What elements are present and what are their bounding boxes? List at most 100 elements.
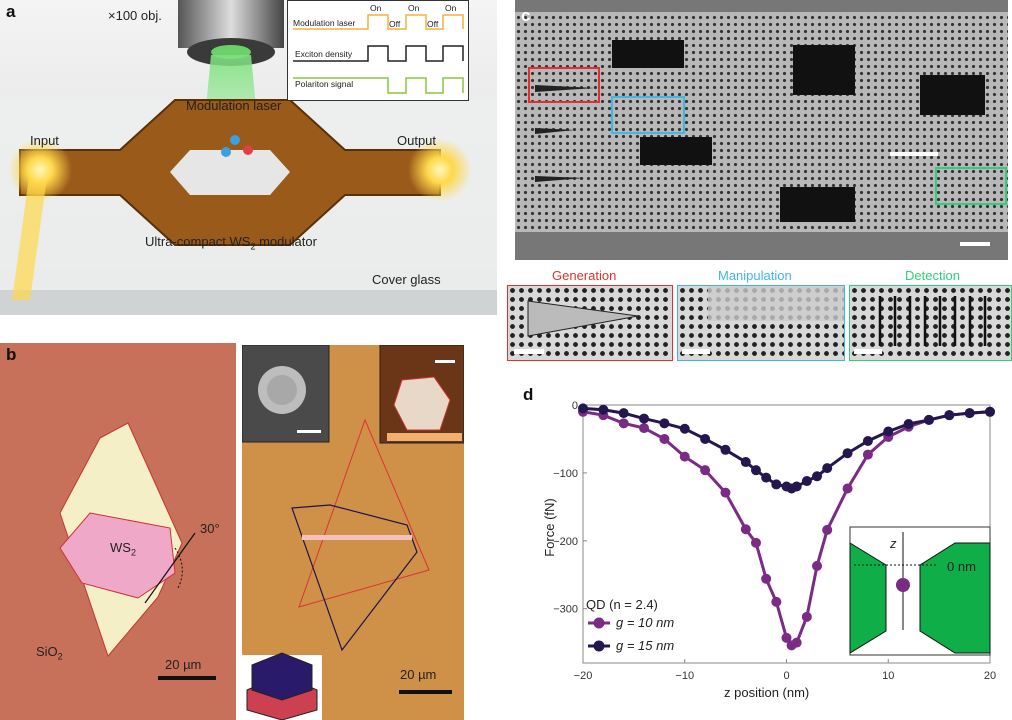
panel-label-d: d <box>523 385 534 404</box>
data-point-1 <box>944 410 955 421</box>
legend-label-g10: g = 10 nm <box>616 615 675 630</box>
data-point-1 <box>771 479 782 490</box>
data-point-1 <box>659 418 670 429</box>
sem-features <box>515 0 1008 260</box>
data-point-1 <box>720 444 731 455</box>
data-point-1 <box>618 408 629 419</box>
data-point-1 <box>883 426 894 437</box>
manipulation-zoom-image <box>677 285 845 361</box>
data-point-1 <box>923 414 934 425</box>
generation-zoom-image <box>507 285 673 361</box>
data-point-1 <box>801 476 812 487</box>
panel-label-c: c <box>521 6 531 25</box>
data-point-0 <box>812 560 823 571</box>
scale-bar-label: 20 µm <box>400 667 437 682</box>
data-point-1 <box>842 448 853 459</box>
panel-b-device-image: 20 µm <box>242 345 464 720</box>
data-point-0 <box>639 423 650 434</box>
cover-glass-label: Cover glass <box>372 272 441 287</box>
data-point-0 <box>750 537 761 548</box>
data-point-0 <box>761 573 772 584</box>
section-label-detection: Detection <box>905 268 960 283</box>
output-label: Output <box>397 133 437 148</box>
x-tick-label: 0 <box>783 670 789 682</box>
timing-row-polariton-signal: Polariton signal <box>295 79 354 89</box>
scale-bar-label: 20 µm <box>165 657 202 672</box>
y-tick-label: 0 <box>572 400 578 412</box>
legend-label-g15: g = 15 nm <box>616 638 675 653</box>
data-point-0 <box>791 637 802 648</box>
data-point-1 <box>862 435 873 446</box>
timing-row-exciton-density: Exciton density <box>295 49 353 59</box>
legend-marker-1 <box>593 640 605 652</box>
y-tick-label: −100 <box>553 468 578 480</box>
ws2-flake-drawing <box>59 422 216 680</box>
data-point-1 <box>903 419 914 430</box>
y-tick-label: −200 <box>553 536 578 548</box>
signal-timing-inset: Modulation laser Exciton density Polarit… <box>287 0 469 101</box>
data-point-1 <box>700 433 711 444</box>
data-point-0 <box>700 465 711 476</box>
data-point-0 <box>822 524 833 535</box>
ws2-label: WS2 <box>110 540 136 558</box>
inset-right-block <box>919 542 991 654</box>
data-point-0 <box>618 418 629 429</box>
panel-label-a: a <box>6 2 16 21</box>
inset-zero-label: 0 nm <box>947 559 976 574</box>
data-point-1 <box>639 413 650 424</box>
input-label: Input <box>30 133 59 148</box>
device-overlay-drawing <box>242 345 464 720</box>
legend-title: QD (n = 2.4) <box>586 597 658 612</box>
modulator-label: Ultra-compact WS2 modulator <box>145 234 317 252</box>
on-label: On <box>370 3 382 13</box>
data-point-0 <box>842 483 853 494</box>
data-point-0 <box>781 632 792 643</box>
data-point-0 <box>740 524 751 535</box>
panel-c-sem-image <box>515 0 1008 260</box>
panel-label-b: b <box>6 345 17 364</box>
data-point-1 <box>761 472 772 483</box>
data-point-0 <box>679 451 690 462</box>
inset-quantum-dot <box>896 578 910 592</box>
data-point-0 <box>659 433 670 444</box>
data-point-1 <box>791 481 802 492</box>
x-tick-label: 20 <box>984 670 996 682</box>
data-point-1 <box>812 471 823 482</box>
data-point-1 <box>598 404 609 415</box>
on-label: On <box>445 3 457 13</box>
inset-z-label: z <box>890 536 897 551</box>
detection-zoom-image <box>849 285 1012 361</box>
inset-left-block <box>849 542 887 654</box>
off-label: Off <box>427 19 439 29</box>
section-label-manipulation: Manipulation <box>718 268 792 283</box>
x-tick-label: −20 <box>574 670 593 682</box>
data-point-1 <box>578 403 588 414</box>
timing-row-modulation-laser: Modulation laser <box>293 18 356 28</box>
modulation-laser-label: Modulation laser <box>186 98 282 113</box>
y-tick-label: −300 <box>553 604 578 616</box>
data-point-1 <box>740 457 751 468</box>
data-point-1 <box>750 465 761 476</box>
x-tick-label: −10 <box>675 670 694 682</box>
panel-b-optical-image-ws2: WS2 SiO2 30° 20 µm <box>0 343 236 720</box>
off-label: Off <box>389 19 401 29</box>
data-point-0 <box>801 611 812 622</box>
data-point-0 <box>720 487 731 498</box>
legend-marker-0 <box>593 617 605 629</box>
sio2-label: SiO2 <box>36 644 63 662</box>
objective-label: ×100 obj. <box>108 8 162 23</box>
x-axis-label: z position (nm) <box>724 685 810 700</box>
timing-waveforms <box>293 14 464 94</box>
y-axis-label: Force (fN) <box>541 498 557 557</box>
data-point-1 <box>822 463 833 474</box>
angle-label: 30° <box>200 521 220 536</box>
data-point-0 <box>862 449 873 460</box>
data-point-0 <box>771 596 782 607</box>
x-tick-label: 10 <box>882 670 894 682</box>
on-label: On <box>408 3 420 13</box>
data-point-1 <box>679 423 690 434</box>
section-label-generation: Generation <box>552 268 617 283</box>
modulator-illustration <box>0 0 497 315</box>
data-point-1 <box>985 406 995 417</box>
data-point-1 <box>964 408 975 419</box>
